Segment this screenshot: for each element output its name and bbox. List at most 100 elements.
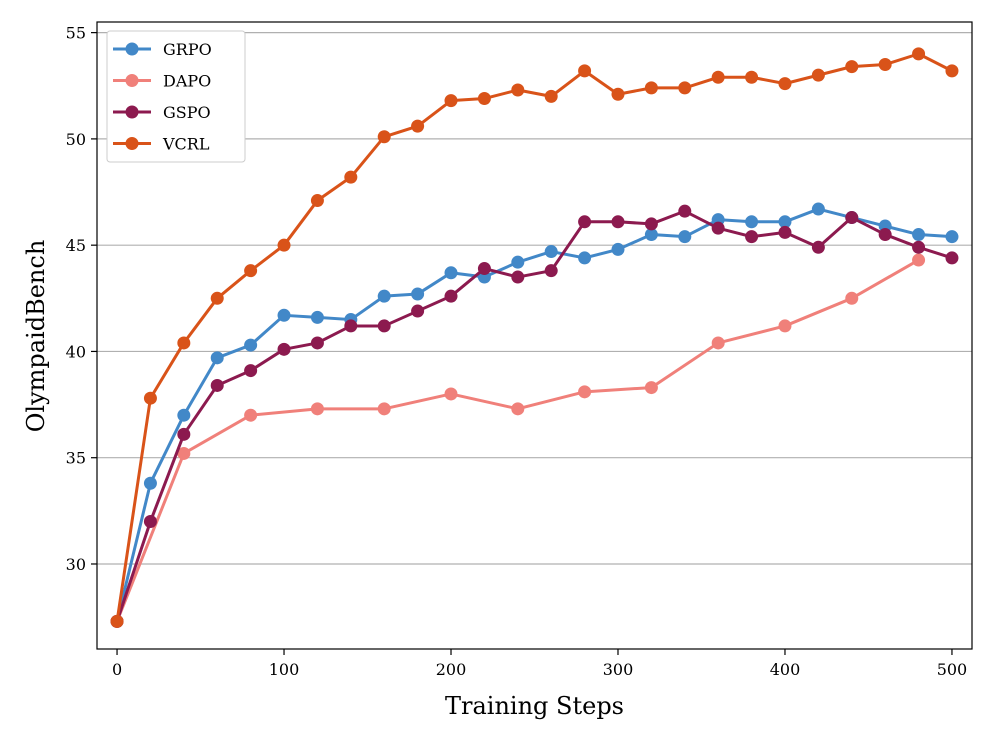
data-point-grpo [945, 230, 959, 244]
legend-item-vcrl: VCRL [113, 135, 210, 154]
data-point-gspo [444, 289, 458, 303]
data-point-vcrl [745, 70, 759, 84]
data-point-gspo [277, 342, 291, 356]
data-point-grpo [377, 289, 391, 303]
data-point-vcrl [945, 64, 959, 78]
data-point-grpo [177, 408, 191, 422]
data-point-gspo [845, 211, 859, 225]
data-point-vcrl [110, 614, 124, 628]
data-point-vcrl [678, 81, 692, 95]
data-point-grpo [544, 245, 558, 259]
legend-box [106, 30, 246, 163]
data-point-vcrl [377, 130, 391, 144]
data-point-dapo [578, 385, 592, 399]
data-point-gspo [310, 336, 324, 350]
series-line-dapo [115, 258, 921, 623]
data-point-gspo [177, 427, 191, 441]
data-point-grpo [678, 230, 692, 244]
data-point-grpo [143, 476, 157, 490]
data-point-vcrl [477, 92, 491, 106]
data-point-vcrl [277, 238, 291, 252]
data-point-dapo [644, 381, 658, 395]
data-point-grpo [778, 215, 792, 229]
data-point-vcrl [611, 87, 625, 101]
data-point-grpo [912, 228, 926, 242]
y-tick-label: 45 [66, 236, 86, 255]
x-tick-label: 0 [112, 660, 122, 679]
data-point-gspo [377, 319, 391, 333]
data-point-vcrl [811, 68, 825, 82]
data-point-grpo [745, 215, 759, 229]
x-tick-label: 100 [269, 660, 300, 679]
legend-label-vcrl: VCRL [162, 135, 210, 154]
series-vcrl [110, 47, 959, 628]
legend-item-gspo: GSPO [113, 103, 211, 122]
series-line-grpo [115, 207, 954, 623]
data-point-vcrl [143, 391, 157, 405]
data-point-vcrl [244, 264, 258, 278]
legend-marker-dapo [125, 74, 139, 87]
data-point-dapo [511, 402, 525, 416]
data-point-dapo [711, 336, 725, 350]
data-point-gspo [811, 240, 825, 254]
data-point-vcrl [444, 94, 458, 108]
data-point-gspo [778, 225, 792, 239]
data-point-gspo [544, 264, 558, 278]
data-point-gspo [945, 251, 959, 265]
data-point-vcrl [711, 70, 725, 84]
legend-marker-grpo [125, 42, 139, 56]
legend-item-grpo: GRPO [113, 40, 212, 59]
data-point-gspo [912, 240, 926, 254]
data-point-vcrl [544, 89, 558, 103]
series-dapo [110, 253, 926, 628]
data-point-vcrl [177, 336, 191, 350]
data-point-grpo [244, 338, 258, 352]
data-point-gspo [611, 215, 625, 229]
data-point-vcrl [578, 64, 592, 78]
data-point-dapo [310, 402, 324, 416]
data-point-dapo [845, 291, 859, 305]
x-axis-title: Training Steps [445, 692, 624, 720]
data-point-gspo [411, 304, 425, 318]
data-point-grpo [411, 287, 425, 301]
data-point-gspo [745, 230, 759, 244]
data-point-gspo [344, 319, 358, 333]
legend-item-dapo: DAPO [113, 72, 211, 91]
x-tick-label: 200 [436, 660, 467, 679]
data-point-gspo [244, 364, 258, 378]
data-point-dapo [912, 253, 926, 267]
y-tick-label: 40 [66, 342, 86, 361]
data-point-vcrl [778, 77, 792, 91]
legend-marker-gspo [125, 105, 139, 119]
data-point-dapo [377, 402, 391, 416]
data-point-grpo [511, 255, 525, 269]
y-axis-title: OlympaidBench [22, 240, 50, 433]
data-point-vcrl [310, 194, 324, 208]
x-tick-label: 400 [770, 660, 801, 679]
data-point-grpo [811, 202, 825, 216]
data-point-dapo [244, 408, 258, 422]
data-point-vcrl [344, 170, 358, 184]
series-line-gspo [115, 209, 954, 623]
data-point-vcrl [644, 81, 658, 95]
data-point-gspo [477, 262, 491, 276]
data-point-vcrl [845, 60, 859, 74]
data-point-vcrl [210, 291, 224, 305]
legend-marker-vcrl [125, 137, 139, 150]
data-point-dapo [444, 387, 458, 401]
data-point-grpo [578, 251, 592, 265]
data-point-vcrl [411, 119, 425, 133]
x-tick-label: 500 [937, 660, 968, 679]
data-point-gspo [644, 217, 658, 231]
legend-label-dapo: DAPO [163, 72, 211, 91]
data-point-gspo [143, 514, 157, 528]
data-point-grpo [611, 242, 625, 256]
y-tick-label: 55 [66, 24, 86, 43]
data-point-grpo [444, 266, 458, 280]
data-point-gspo [678, 204, 692, 218]
data-point-dapo [778, 319, 792, 333]
legend: GRPO DAPO GSPO VCRL [106, 30, 246, 163]
y-tick-label: 50 [66, 130, 86, 149]
data-point-gspo [210, 378, 224, 392]
